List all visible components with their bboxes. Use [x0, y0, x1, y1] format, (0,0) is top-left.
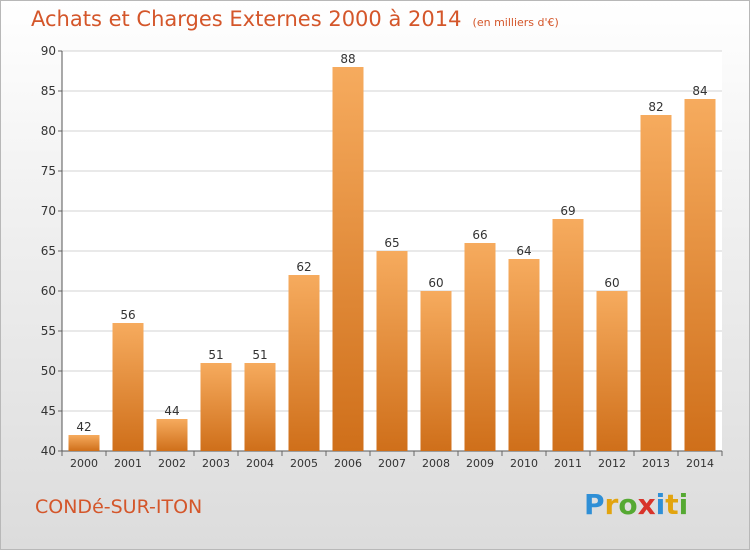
x-tick-label: 2003	[202, 457, 230, 470]
x-tick-label: 2005	[290, 457, 318, 470]
x-tick-label: 2000	[70, 457, 98, 470]
bar	[464, 243, 496, 451]
x-tick-label: 2014	[686, 457, 714, 470]
x-tick-label: 2004	[246, 457, 274, 470]
brand-logo-letter: P	[584, 488, 605, 521]
bar-value-label: 51	[208, 348, 223, 362]
y-tick-label: 40	[41, 444, 56, 458]
x-tick-label: 2007	[378, 457, 406, 470]
bar-value-label: 66	[472, 228, 487, 242]
y-tick-label: 90	[41, 44, 56, 58]
x-tick-label: 2006	[334, 457, 362, 470]
bar	[112, 323, 144, 451]
bar-value-label: 60	[428, 276, 443, 290]
chart-title-unit: (en milliers d'€)	[472, 16, 559, 29]
brand-logo-letter: i	[678, 488, 689, 521]
bar-value-label: 60	[604, 276, 619, 290]
chart-title: Achats et Charges Externes 2000 à 2014 (…	[31, 7, 559, 31]
bar	[332, 67, 364, 451]
y-tick-label: 85	[41, 84, 56, 98]
x-tick-label: 2001	[114, 457, 142, 470]
x-tick-label: 2011	[554, 457, 582, 470]
brand-logo: Proxiti	[584, 488, 688, 521]
x-tick-label: 2009	[466, 457, 494, 470]
bar-value-label: 84	[692, 84, 707, 98]
y-tick-label: 55	[41, 324, 56, 338]
y-tick-label: 45	[41, 404, 56, 418]
bar-value-label: 62	[296, 260, 311, 274]
bar-value-label: 56	[120, 308, 135, 322]
brand-logo-letter: i	[655, 488, 666, 521]
bar	[508, 259, 540, 451]
bar	[420, 291, 452, 451]
bar-value-label: 65	[384, 236, 399, 250]
x-tick-label: 2002	[158, 457, 186, 470]
bar	[244, 363, 276, 451]
bar	[552, 219, 584, 451]
y-tick-label: 50	[41, 364, 56, 378]
bar	[376, 251, 408, 451]
brand-logo-letter: o	[618, 488, 638, 521]
chart-title-main: Achats et Charges Externes 2000 à 2014	[31, 7, 462, 31]
bar-value-label: 88	[340, 52, 355, 66]
location-name: CONDé-SUR-ITON	[35, 496, 203, 518]
brand-logo-letter: r	[604, 488, 619, 521]
bar	[288, 275, 320, 451]
brand-logo-letter: t	[665, 488, 679, 521]
x-tick-label: 2012	[598, 457, 626, 470]
bar	[68, 435, 100, 451]
bar	[596, 291, 628, 451]
bar	[156, 419, 188, 451]
bar-value-label: 69	[560, 204, 575, 218]
x-tick-label: 2008	[422, 457, 450, 470]
y-tick-label: 80	[41, 124, 56, 138]
bar-value-label: 44	[164, 404, 179, 418]
bar	[640, 115, 672, 451]
y-tick-label: 65	[41, 244, 56, 258]
brand-logo-letter: x	[637, 488, 656, 521]
y-tick-label: 75	[41, 164, 56, 178]
y-tick-label: 60	[41, 284, 56, 298]
x-tick-label: 2010	[510, 457, 538, 470]
bar-value-label: 42	[76, 420, 91, 434]
y-tick-label: 70	[41, 204, 56, 218]
bar	[684, 99, 716, 451]
bar-value-label: 64	[516, 244, 531, 258]
bar-value-label: 82	[648, 100, 663, 114]
x-tick-label: 2013	[642, 457, 670, 470]
bar-value-label: 51	[252, 348, 267, 362]
bar	[200, 363, 232, 451]
